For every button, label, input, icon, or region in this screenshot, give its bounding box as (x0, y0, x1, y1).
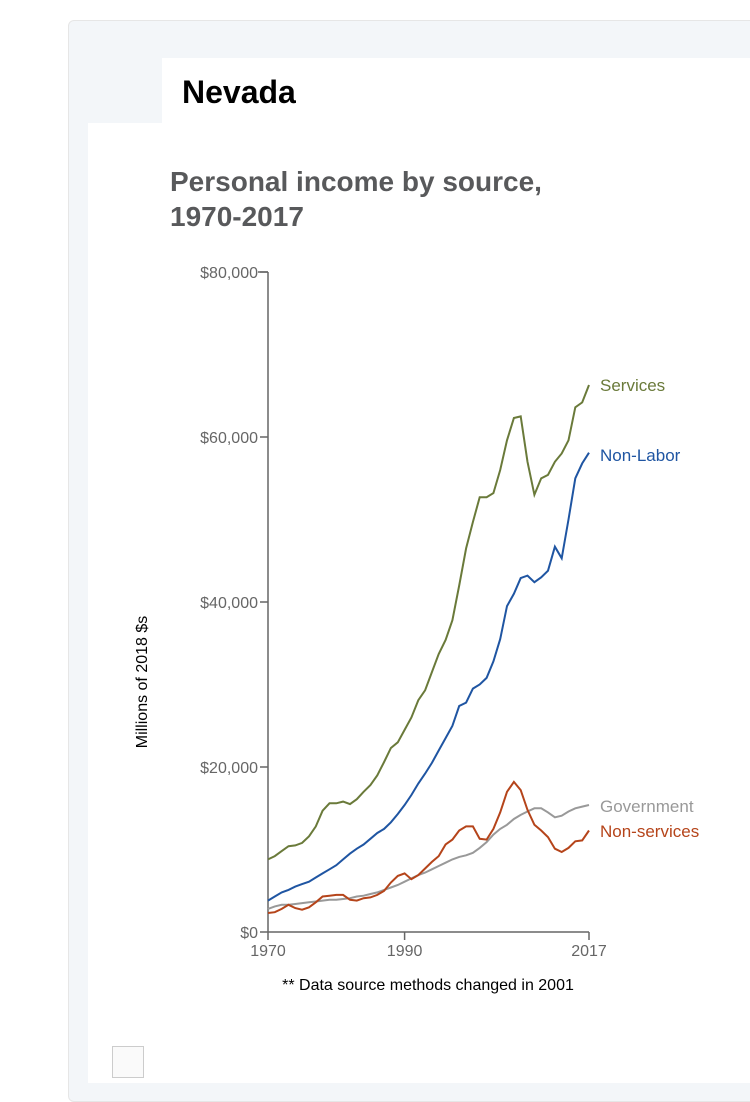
series-line-services (267, 384, 590, 861)
y-tick-label: $60,000 (200, 430, 258, 447)
x-tick-label: 1970 (250, 943, 286, 960)
chart-title: Personal income by source, 1970-2017 (170, 166, 542, 232)
legend-label-government: Government (600, 797, 694, 816)
legend-label-non-labor: Non-Labor (600, 446, 681, 465)
y-tick-label: $40,000 (200, 595, 258, 612)
chart-card (88, 123, 750, 1083)
series-line-non-services (267, 780, 590, 914)
y-tick-label: $0 (240, 925, 258, 942)
x-tick-label: 1990 (387, 943, 423, 960)
x-tick-label: 2017 (571, 943, 607, 960)
y-axis-label: Millions of 2018 $s (134, 616, 151, 749)
y-tick-label: $80,000 (200, 265, 258, 282)
state-header-tab (162, 58, 750, 128)
series-line-non-labor (267, 452, 590, 902)
legend-label-services: Services (600, 376, 665, 395)
footnote: ** Data source methods changed in 2001 (282, 977, 574, 994)
series-line-government (267, 804, 590, 910)
legend-label-non-services: Non-services (600, 822, 699, 841)
y-tick-label: $20,000 (200, 760, 258, 777)
broken-image-icon (112, 1046, 144, 1078)
state-name: Nevada (182, 74, 296, 110)
line-chart: $0 $20,000 $40,000 $60,000 $80,000 1970 1990 20… (134, 265, 699, 994)
